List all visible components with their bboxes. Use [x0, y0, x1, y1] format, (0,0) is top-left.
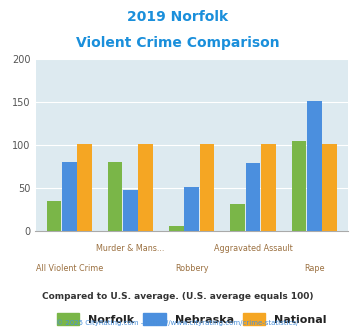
- Bar: [200, 144, 214, 231]
- Bar: [184, 187, 199, 231]
- Text: Violent Crime Comparison: Violent Crime Comparison: [76, 36, 279, 50]
- Bar: [230, 204, 245, 231]
- Text: Robbery: Robbery: [175, 264, 208, 273]
- Text: Aggravated Assault: Aggravated Assault: [214, 244, 292, 253]
- Text: © 2025 CityRating.com - https://www.cityrating.com/crime-statistics/: © 2025 CityRating.com - https://www.city…: [56, 319, 299, 326]
- Text: 2019 Norfolk: 2019 Norfolk: [127, 10, 228, 24]
- Bar: [246, 163, 260, 231]
- Bar: [138, 144, 153, 231]
- Bar: [169, 226, 184, 231]
- Bar: [47, 201, 61, 231]
- Text: All Violent Crime: All Violent Crime: [36, 264, 103, 273]
- Text: Rape: Rape: [304, 264, 324, 273]
- Bar: [77, 144, 92, 231]
- Bar: [108, 161, 122, 231]
- Text: Murder & Mans...: Murder & Mans...: [96, 244, 165, 253]
- Bar: [123, 190, 138, 231]
- Text: Compared to U.S. average. (U.S. average equals 100): Compared to U.S. average. (U.S. average …: [42, 292, 313, 301]
- Bar: [322, 144, 337, 231]
- Bar: [62, 162, 77, 231]
- Legend: Norfolk, Nebraska, National: Norfolk, Nebraska, National: [53, 309, 331, 330]
- Bar: [307, 101, 322, 231]
- Bar: [291, 141, 306, 231]
- Bar: [261, 144, 275, 231]
